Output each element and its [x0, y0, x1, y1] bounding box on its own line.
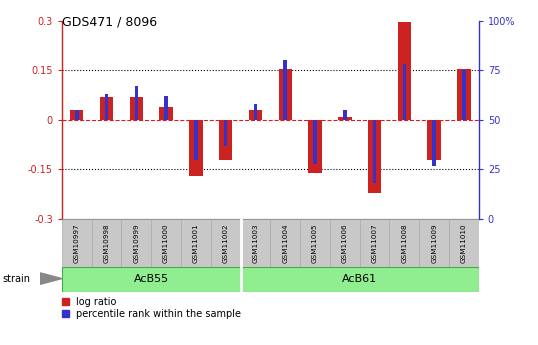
Bar	[368, 120, 381, 193]
Bar	[122, 219, 151, 267]
Bar	[194, 120, 197, 159]
Bar	[224, 120, 228, 146]
Text: GSM11008: GSM11008	[401, 224, 407, 263]
Bar	[330, 219, 360, 267]
Bar	[449, 219, 479, 267]
Legend: log ratio, percentile rank within the sample: log ratio, percentile rank within the sa…	[62, 297, 242, 319]
Text: GSM11005: GSM11005	[312, 224, 318, 263]
Bar	[284, 60, 287, 120]
Bar	[62, 267, 240, 292]
Bar	[134, 86, 138, 120]
Bar	[219, 120, 232, 159]
Text: GSM11001: GSM11001	[193, 224, 199, 263]
Bar	[270, 219, 300, 267]
Text: strain: strain	[3, 275, 31, 284]
Text: GSM11002: GSM11002	[223, 224, 229, 263]
Bar	[402, 65, 406, 120]
Bar	[373, 120, 377, 184]
Text: GSM11004: GSM11004	[282, 224, 288, 263]
Text: GSM11007: GSM11007	[372, 224, 378, 263]
Text: AcB55: AcB55	[133, 275, 169, 284]
Text: GSM11000: GSM11000	[163, 224, 169, 263]
Bar	[62, 219, 91, 267]
Bar	[70, 110, 83, 120]
Bar	[253, 104, 257, 120]
Bar	[313, 120, 317, 164]
Polygon shape	[40, 273, 62, 284]
Bar	[164, 96, 168, 120]
Bar	[75, 110, 79, 120]
Text: GSM11003: GSM11003	[252, 224, 258, 263]
Bar	[279, 69, 292, 120]
Bar	[360, 219, 390, 267]
Bar	[151, 219, 181, 267]
Bar	[211, 219, 240, 267]
Bar	[419, 219, 449, 267]
Text: GSM11009: GSM11009	[431, 224, 437, 263]
Bar	[398, 22, 411, 120]
Text: GSM11010: GSM11010	[461, 224, 467, 263]
Bar	[300, 219, 330, 267]
Bar	[130, 97, 143, 120]
Bar	[308, 120, 322, 173]
Bar	[428, 120, 441, 159]
Bar	[181, 219, 211, 267]
Bar	[240, 219, 270, 267]
Bar	[189, 120, 203, 176]
Bar	[433, 120, 436, 166]
Text: GDS471 / 8096: GDS471 / 8096	[62, 16, 157, 29]
Bar	[457, 69, 471, 120]
Bar	[105, 94, 108, 120]
Bar	[249, 110, 262, 120]
Bar	[91, 219, 122, 267]
Text: GSM10999: GSM10999	[133, 224, 139, 263]
Bar	[462, 70, 466, 120]
Text: GSM11006: GSM11006	[342, 224, 348, 263]
Bar	[343, 110, 346, 120]
Bar	[240, 267, 479, 292]
Bar	[390, 219, 419, 267]
Text: GSM10997: GSM10997	[74, 224, 80, 263]
Text: GSM10998: GSM10998	[103, 224, 110, 263]
Bar	[100, 97, 113, 120]
Text: AcB61: AcB61	[342, 275, 377, 284]
Bar	[338, 117, 351, 120]
Bar	[159, 107, 173, 120]
